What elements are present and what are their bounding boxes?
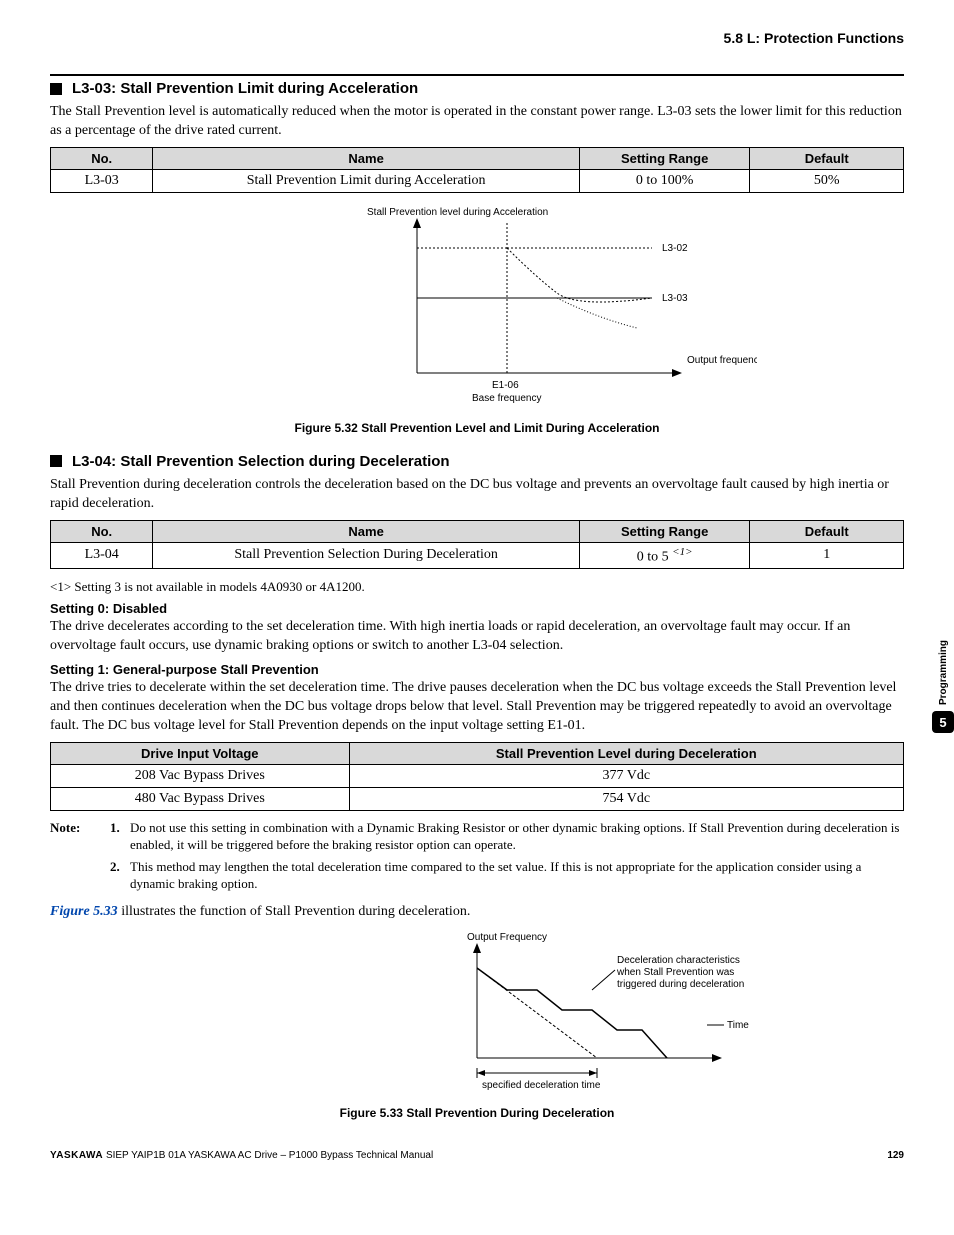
note-label: Note: <box>50 819 110 897</box>
bullet-icon <box>50 83 62 95</box>
note-block: Note: 1.Do not use this setting in combi… <box>50 819 904 897</box>
section-heading-text: L3-03: Stall Prevention Limit during Acc… <box>72 80 418 97</box>
td-voltage: 208 Vac Bypass Drives <box>51 764 350 787</box>
section2-paragraph: Stall Prevention during deceleration con… <box>50 476 904 514</box>
note-list: 1.Do not use this setting in combination… <box>110 819 904 897</box>
table-header-row: No. Name Setting Range Default <box>51 147 904 169</box>
setting1-text: The drive tries to decelerate within the… <box>50 679 904 736</box>
section1-paragraph: The Stall Prevention level is automatica… <box>50 103 904 141</box>
td-no: L3-03 <box>51 169 153 192</box>
setting0-text: The drive decelerates according to the s… <box>50 618 904 656</box>
side-tab-badge: 5 <box>932 711 954 733</box>
setting1-title: Setting 1: General-purpose Stall Prevent… <box>50 662 904 677</box>
th-no: No. <box>51 520 153 542</box>
td-level: 754 Vdc <box>349 787 903 810</box>
fig33-note3: triggered during deceleration <box>617 979 744 990</box>
page-header-title: 5.8 L: Protection Functions <box>50 30 904 46</box>
fig32-xlabel: Output frequency <box>687 355 757 366</box>
side-tab-label: Programming <box>938 640 949 705</box>
table-header-row: Drive Input Voltage Stall Prevention Lev… <box>51 742 904 764</box>
table-row: L3-04 Stall Prevention Selection During … <box>51 542 904 569</box>
td-range: 0 to 5 <1> <box>579 542 750 569</box>
figure-5-33: Output Frequency Deceleration characteri… <box>197 928 757 1098</box>
th-default: Default <box>750 520 904 542</box>
fig32-ylabel: Stall Prevention level during Accelerati… <box>367 207 548 218</box>
footnote-1: <1> Setting 3 is not available in models… <box>50 579 904 595</box>
figure-5-32: Stall Prevention level during Accelerati… <box>197 203 757 413</box>
th-voltage: Drive Input Voltage <box>51 742 350 764</box>
note-item: 2.This method may lengthen the total dec… <box>110 858 904 893</box>
td-name: Stall Prevention Limit during Accelerati… <box>153 169 580 192</box>
fig33-note1: Deceleration characteristics <box>617 955 740 966</box>
setting0-title: Setting 0: Disabled <box>50 601 904 616</box>
th-name: Name <box>153 147 580 169</box>
th-name: Name <box>153 520 580 542</box>
td-voltage: 480 Vac Bypass Drives <box>51 787 350 810</box>
fig-ref-sentence: Figure 5.33 illustrates the function of … <box>50 903 904 922</box>
fig32-l303: L3-03 <box>662 293 688 304</box>
figure-reference-link[interactable]: Figure 5.33 <box>50 904 118 919</box>
page-footer: YASKAWA SIEP YAIP1B 01A YASKAWA AC Drive… <box>50 1150 904 1161</box>
fig33-ylabel: Output Frequency <box>467 932 547 943</box>
voltage-table: Drive Input Voltage Stall Prevention Lev… <box>50 742 904 811</box>
table-l3-04: No. Name Setting Range Default L3-04 Sta… <box>50 520 904 570</box>
th-range: Setting Range <box>579 147 750 169</box>
note-text: This method may lengthen the total decel… <box>130 858 904 893</box>
range-sup: <1> <box>672 546 692 558</box>
th-no: No. <box>51 147 153 169</box>
td-name: Stall Prevention Selection During Decele… <box>153 542 580 569</box>
td-default: 1 <box>750 542 904 569</box>
footer-left-text: SIEP YAIP1B 01A YASKAWA AC Drive – P1000… <box>106 1150 433 1161</box>
footer-brand: YASKAWA <box>50 1150 103 1161</box>
fig-ref-rest: illustrates the function of Stall Preven… <box>118 904 471 919</box>
note-text: Do not use this setting in combination w… <box>130 819 904 854</box>
footer-left: YASKAWA SIEP YAIP1B 01A YASKAWA AC Drive… <box>50 1150 433 1161</box>
figure-5-32-caption: Figure 5.32 Stall Prevention Level and L… <box>50 421 904 435</box>
fig32-l302: L3-02 <box>662 243 688 254</box>
note-num: 2. <box>110 858 130 893</box>
th-level: Stall Prevention Level during Decelerati… <box>349 742 903 764</box>
th-range: Setting Range <box>579 520 750 542</box>
td-level: 377 Vdc <box>349 764 903 787</box>
section-heading-l3-03: L3-03: Stall Prevention Limit during Acc… <box>50 80 904 97</box>
figure-5-33-caption: Figure 5.33 Stall Prevention During Dece… <box>50 1106 904 1120</box>
bullet-icon <box>50 455 62 467</box>
table-row: 208 Vac Bypass Drives 377 Vdc <box>51 764 904 787</box>
fig33-span: specified deceleration time <box>482 1080 601 1091</box>
td-default: 50% <box>750 169 904 192</box>
table-row: L3-03 Stall Prevention Limit during Acce… <box>51 169 904 192</box>
section-heading-l3-04: L3-04: Stall Prevention Selection during… <box>50 453 904 470</box>
note-num: 1. <box>110 819 130 854</box>
section-heading-text: L3-04: Stall Prevention Selection during… <box>72 453 450 470</box>
fig32-xtick-sub: Base frequency <box>472 393 542 404</box>
fig33-note2: when Stall Prevention was <box>616 967 734 978</box>
table-l3-03: No. Name Setting Range Default L3-03 Sta… <box>50 147 904 193</box>
side-tab: Programming 5 <box>932 640 954 733</box>
footer-page-number: 129 <box>887 1150 904 1161</box>
fig33-xlabel: Time <box>727 1020 749 1031</box>
fig32-xtick: E1-06 <box>492 380 519 391</box>
note-item: 1.Do not use this setting in combination… <box>110 819 904 854</box>
header-rule <box>50 74 904 76</box>
table-row: 480 Vac Bypass Drives 754 Vdc <box>51 787 904 810</box>
td-no: L3-04 <box>51 542 153 569</box>
td-range: 0 to 100% <box>579 169 750 192</box>
th-default: Default <box>750 147 904 169</box>
table-header-row: No. Name Setting Range Default <box>51 520 904 542</box>
range-val: 0 to 5 <box>637 549 669 564</box>
